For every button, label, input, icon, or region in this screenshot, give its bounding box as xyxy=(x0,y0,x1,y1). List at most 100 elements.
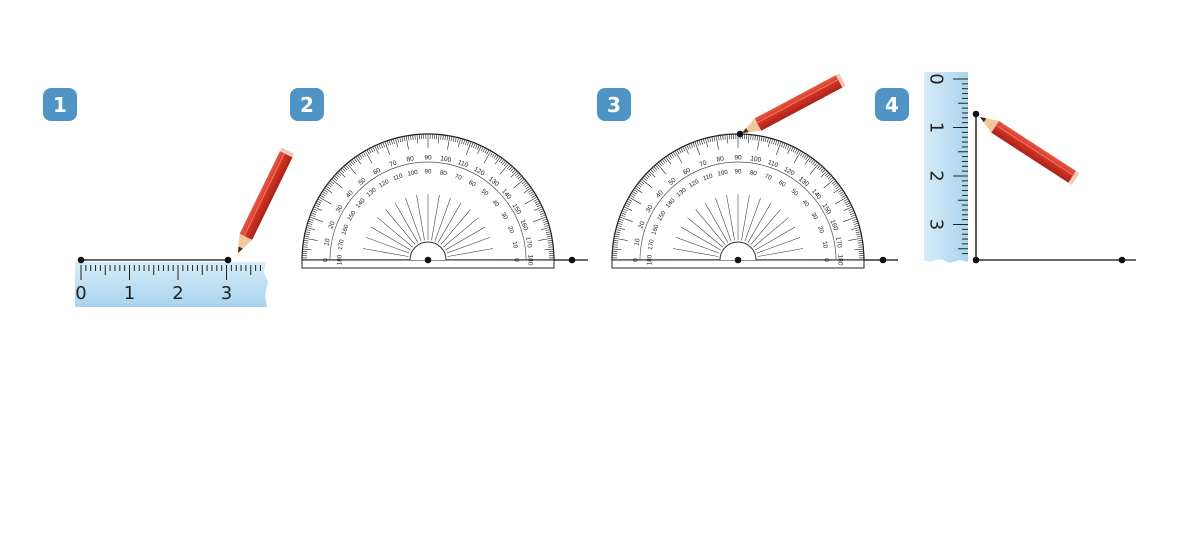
protractor-outer-label: 150 xyxy=(821,202,833,215)
protractor-inner-label: 50 xyxy=(790,188,800,198)
protractor-outer-label: 100 xyxy=(750,155,762,164)
protractor-inner-label: 170 xyxy=(337,238,346,250)
protractor-inner-label: 170 xyxy=(647,238,656,250)
protractor-inner-label: 20 xyxy=(816,225,825,234)
protractor-outer-label: 10 xyxy=(323,238,331,247)
protractor-outer-label: 150 xyxy=(511,202,523,215)
protractor-outer-label: 80 xyxy=(406,155,415,163)
protractor-inner-label: 70 xyxy=(454,173,463,182)
ruler-label: 1 xyxy=(926,122,947,133)
point xyxy=(1118,256,1126,264)
protractor-inner-label: 90 xyxy=(425,169,432,176)
step-number: 2 xyxy=(300,93,314,117)
protractor-outer-label: 40 xyxy=(345,189,355,199)
ruler-vertical xyxy=(924,72,968,263)
pencil-icon xyxy=(975,110,1080,186)
point xyxy=(972,110,980,118)
protractor-inner-label: 180 xyxy=(647,254,654,265)
ruler-label: 3 xyxy=(926,219,947,230)
protractor-inner-label: 100 xyxy=(717,169,729,178)
protractor-outer-label: 0 xyxy=(323,258,330,262)
point xyxy=(424,256,432,264)
protractor-outer-label: 40 xyxy=(655,189,665,199)
protractor-inner-label: 10 xyxy=(821,241,829,250)
protractor-inner-label: 80 xyxy=(439,169,448,177)
step-number: 1 xyxy=(53,93,67,117)
step-badge-1: 1 xyxy=(43,88,77,121)
step-badge-2: 2 xyxy=(290,88,324,121)
protractor-inner-label: 110 xyxy=(702,172,714,182)
ruler-label: 0 xyxy=(75,283,86,304)
protractor-outer-label: 10 xyxy=(633,238,641,247)
protractor-outer-label: 160 xyxy=(829,219,839,232)
ruler-horizontal xyxy=(75,262,268,307)
protractor-outer-label: 60 xyxy=(372,167,382,177)
protractor-inner-label: 100 xyxy=(407,169,419,178)
step-number: 3 xyxy=(607,93,621,117)
protractor-inner-label: 120 xyxy=(378,178,391,190)
protractor-inner-label: 120 xyxy=(688,178,701,190)
protractor-inner-label: 90 xyxy=(735,169,742,176)
protractor-outer-label: 50 xyxy=(667,177,677,187)
protractor-inner-label: 40 xyxy=(801,199,811,209)
protractor-outer-label: 30 xyxy=(645,204,655,214)
protractor-outer-label: 100 xyxy=(440,155,452,164)
protractor-outer-label: 120 xyxy=(472,166,485,178)
protractor-inner-label: 150 xyxy=(656,209,668,222)
point xyxy=(734,256,742,264)
protractor-inner-label: 80 xyxy=(749,169,758,177)
step-1-group: 0 1 2 3 xyxy=(75,146,295,307)
protractor-inner-label: 30 xyxy=(809,211,819,221)
protractor-inner-label: 10 xyxy=(511,241,519,250)
point xyxy=(77,256,85,264)
protractor-inner-label: 20 xyxy=(506,225,515,234)
point xyxy=(972,256,980,264)
ruler-label: 0 xyxy=(926,73,947,84)
ruler-label: 2 xyxy=(926,170,947,181)
protractor-outer-label: 70 xyxy=(388,159,398,168)
protractor-outer-label: 20 xyxy=(638,220,647,230)
protractor-inner-label: 150 xyxy=(346,209,358,222)
protractor-outer-label: 110 xyxy=(767,159,780,169)
protractor-inner-label: 110 xyxy=(392,172,404,182)
protractor-inner-label: 40 xyxy=(491,199,501,209)
protractor-outer-label: 170 xyxy=(524,236,533,248)
protractor-outer-label: 30 xyxy=(335,204,345,214)
protractor-outer-label: 80 xyxy=(716,155,725,163)
protractor-outer-label: 110 xyxy=(457,159,470,169)
step-badge-4: 4 xyxy=(875,88,909,121)
pencil-icon xyxy=(738,72,847,140)
protractor-inner-label: 30 xyxy=(499,211,509,221)
protractor-outer-label: 60 xyxy=(682,167,692,177)
point xyxy=(879,256,887,264)
point xyxy=(224,256,232,264)
step-number: 4 xyxy=(885,93,899,117)
ruler-label: 2 xyxy=(172,283,183,304)
protractor-outer-label: 120 xyxy=(782,166,795,178)
protractor-outer-label: 180 xyxy=(837,254,844,265)
protractor-inner-label: 60 xyxy=(467,179,477,189)
pencil-icon xyxy=(231,146,295,257)
protractor-inner-label: 70 xyxy=(764,173,773,182)
protractor-inner-label: 0 xyxy=(823,258,830,262)
point xyxy=(568,256,576,264)
protractor-outer-label: 160 xyxy=(519,219,529,232)
protractor-outer-label: 20 xyxy=(328,220,337,230)
protractor-outer-label: 90 xyxy=(424,155,432,162)
protractor-inner-label: 160 xyxy=(340,223,350,236)
ruler-label: 1 xyxy=(124,283,135,304)
protractor-inner-label: 50 xyxy=(480,188,490,198)
protractor-outer-label: 70 xyxy=(698,159,708,168)
protractor-outer-label: 170 xyxy=(834,236,843,248)
step-4-group: 0 1 2 3 xyxy=(924,72,1136,264)
ruler-label: 3 xyxy=(221,283,232,304)
protractor-outer-label: 90 xyxy=(734,155,742,162)
point xyxy=(736,130,744,138)
protractor-outer-label: 50 xyxy=(357,177,367,187)
